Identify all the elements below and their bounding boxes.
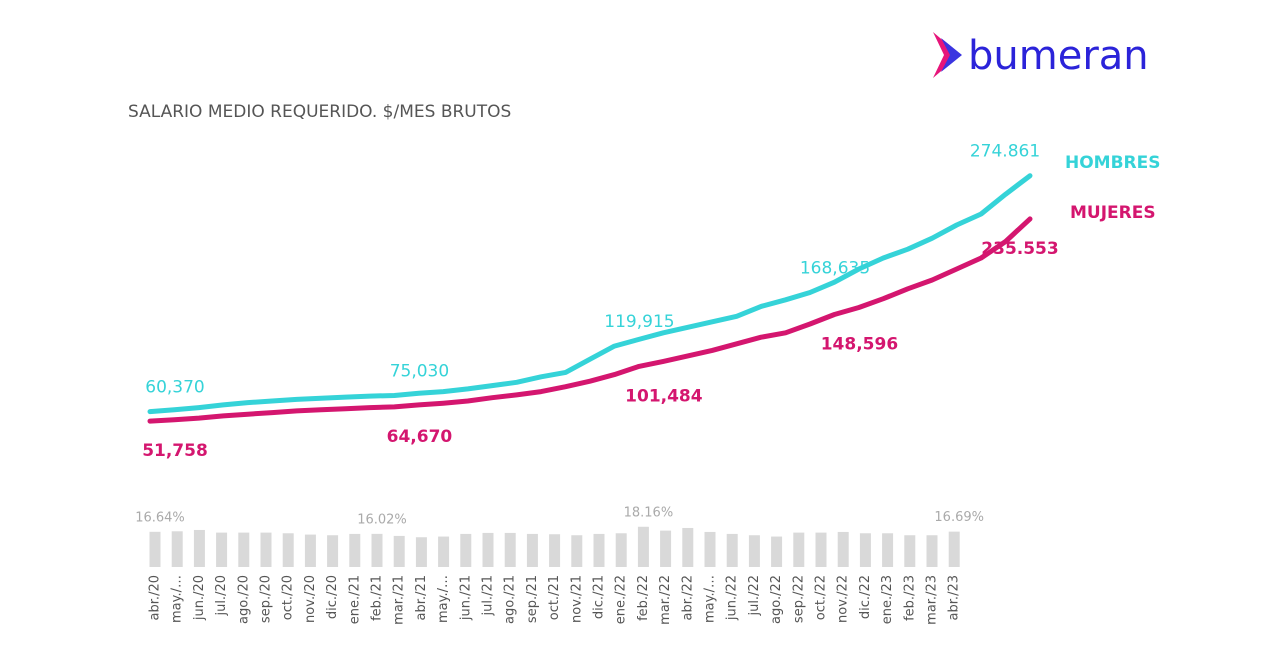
x-tick-label: feb./22 [636, 575, 651, 621]
bar [837, 531, 849, 567]
data-label: 168,635 [800, 259, 870, 279]
bar [726, 533, 738, 567]
x-tick-label: abr./23 [947, 575, 962, 620]
x-tick-label: ene./21 [347, 575, 362, 624]
bar [260, 532, 272, 567]
x-tick-label: jun./20 [192, 575, 207, 621]
x-tick-label: jun./21 [458, 575, 473, 621]
x-tick-label: mar./23 [925, 575, 940, 625]
data-label: 101,484 [625, 386, 703, 406]
data-label: 16.64% [135, 510, 185, 525]
bar [438, 536, 450, 567]
x-tick-label: feb./21 [370, 575, 385, 621]
x-tick-label: sep./22 [791, 575, 806, 623]
x-tick-label: dic./20 [325, 575, 340, 619]
data-label: 75,030 [390, 361, 449, 381]
bar [948, 531, 960, 567]
data-label: 148,596 [821, 335, 898, 355]
x-tick-label: ago./21 [503, 575, 518, 624]
bar [771, 536, 783, 567]
bar [571, 535, 583, 567]
bar [349, 533, 361, 567]
x-tick-label: jul./21 [481, 575, 496, 617]
x-tick-label: may./… [170, 575, 185, 623]
data-label: 51,758 [142, 441, 208, 461]
bar [460, 533, 472, 567]
bar [882, 533, 894, 567]
bar [526, 533, 538, 567]
bar [704, 531, 716, 567]
bar [216, 532, 228, 567]
x-tick-label: mar./22 [658, 575, 673, 625]
x-tick-label: oct./21 [547, 575, 562, 620]
bar [415, 537, 427, 567]
bar [904, 535, 916, 567]
bar [371, 533, 383, 567]
bar [393, 535, 405, 567]
data-label: 16.69% [934, 510, 984, 525]
x-tick-label: abr./20 [148, 575, 163, 620]
data-label: 18.16% [624, 505, 674, 520]
x-tick-label: jun./22 [725, 575, 740, 621]
bar [504, 532, 516, 567]
line [147, 216, 1033, 424]
data-label: 274.861 [970, 142, 1040, 162]
x-tick-label: nov./21 [569, 575, 584, 623]
bar [327, 535, 339, 567]
bar [615, 533, 627, 567]
x-tick-label: mar./21 [392, 575, 407, 625]
bar [859, 533, 871, 567]
x-tick-label: oct./20 [281, 575, 296, 620]
bar [926, 535, 938, 567]
x-tick-label: ago./20 [236, 575, 251, 624]
bar [682, 527, 694, 567]
x-tick-label: may./… [436, 575, 451, 623]
bar [193, 529, 205, 567]
data-label: 16.02% [357, 512, 407, 527]
bar [282, 533, 294, 567]
legend-label: MUJERES [1070, 203, 1156, 223]
logo-icon [941, 38, 962, 72]
bar [815, 532, 827, 567]
bar [304, 534, 316, 567]
line [147, 173, 1033, 415]
x-tick-label: ago./22 [769, 575, 784, 624]
data-label: 64,670 [387, 427, 453, 447]
x-tick-label: dic./21 [592, 575, 607, 619]
x-tick-label: oct./22 [814, 575, 829, 620]
data-label: 60,370 [145, 378, 204, 398]
x-tick-label: nov./22 [836, 575, 851, 623]
x-tick-label: abr./22 [680, 575, 695, 620]
x-tick-label: sep./20 [259, 575, 274, 623]
bar [549, 534, 561, 567]
bar [593, 533, 605, 567]
bar [793, 532, 805, 567]
legend-label: HOMBRES [1065, 153, 1161, 173]
brand: bumeran [968, 33, 1149, 79]
bar [149, 531, 161, 567]
bar [637, 526, 649, 567]
x-tick-label: ene./23 [880, 575, 895, 624]
x-tick-label: ene./22 [614, 575, 629, 624]
chart-title: SALARIO MEDIO REQUERIDO. $/MES BRUTOS [128, 102, 511, 122]
x-tick-label: feb./23 [902, 575, 917, 621]
logo-icon [933, 32, 960, 78]
x-tick-label: jul./20 [214, 575, 229, 617]
bar [660, 530, 672, 567]
x-tick-label: abr./21 [414, 575, 429, 620]
x-tick-label: dic./22 [858, 575, 873, 619]
bar [748, 535, 760, 567]
x-tick-label: sep./21 [525, 575, 540, 623]
bar [171, 531, 183, 567]
bar [482, 532, 494, 567]
data-label: 235.553 [981, 239, 1058, 259]
bar [238, 532, 250, 567]
x-tick-label: nov./20 [303, 575, 318, 623]
data-label: 119,915 [604, 312, 674, 332]
x-tick-label: may./… [703, 575, 718, 623]
x-tick-label: jul./22 [747, 575, 762, 617]
